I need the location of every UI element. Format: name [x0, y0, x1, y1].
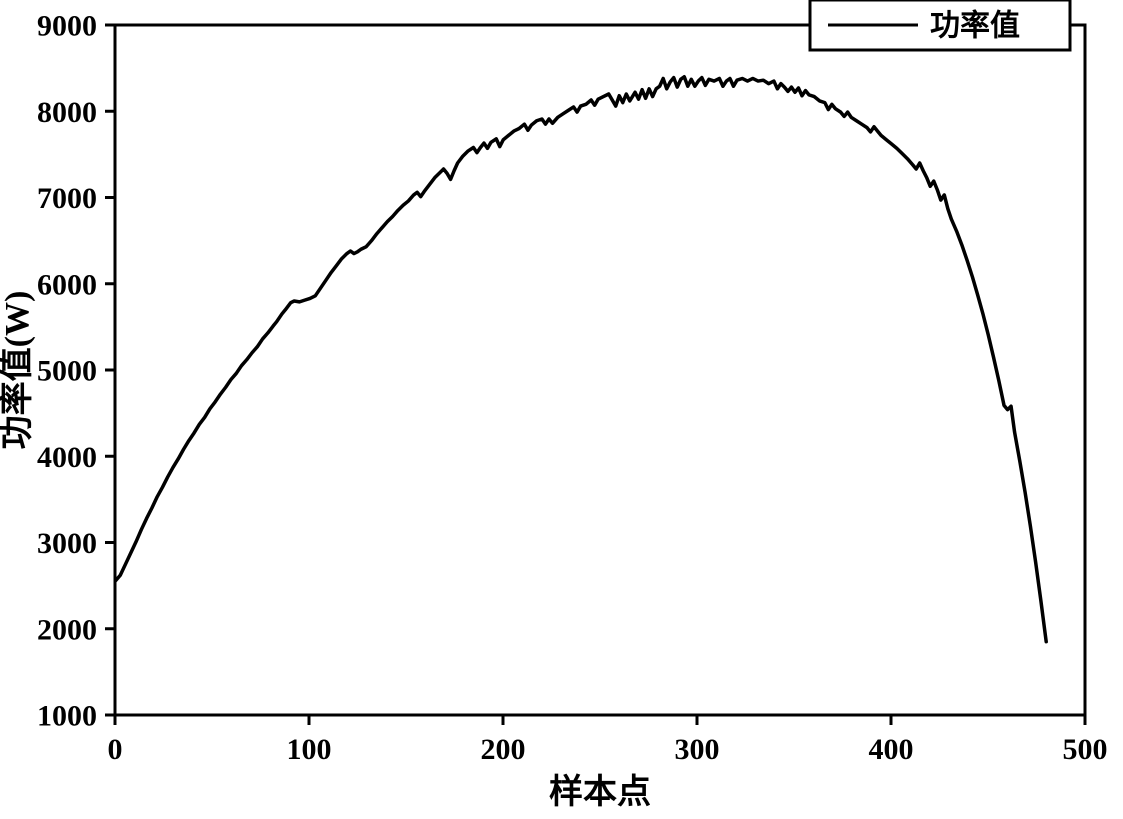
y-tick-label: 2000 — [37, 613, 97, 646]
y-tick-label: 7000 — [37, 182, 97, 215]
legend: 功率值 — [810, 0, 1070, 50]
y-tick-label: 6000 — [37, 268, 97, 301]
y-tick-label: 1000 — [37, 700, 97, 733]
x-axis-label: 样本点 — [549, 773, 651, 811]
y-tick-label: 3000 — [37, 527, 97, 560]
x-tick-label: 200 — [481, 733, 526, 766]
y-tick-label: 9000 — [37, 10, 97, 43]
x-tick-label: 0 — [108, 733, 123, 766]
y-tick-label: 8000 — [37, 96, 97, 129]
chart-svg: 0 100 200 300 400 500 1000 2000 3000 4000 5000 6000… — [0, 0, 1123, 819]
x-tick-label: 300 — [675, 733, 720, 766]
y-tick-label: 4000 — [37, 441, 97, 474]
y-axis-label: 功率值(W) — [0, 291, 36, 450]
legend-label: 功率值 — [930, 10, 1020, 43]
power-line-chart: 0 100 200 300 400 500 1000 2000 3000 4000 5000 6000… — [0, 0, 1123, 819]
x-tick-label: 100 — [287, 733, 332, 766]
x-tick-label: 400 — [869, 733, 914, 766]
y-tick-label: 5000 — [37, 355, 97, 388]
x-tick-label: 500 — [1063, 733, 1108, 766]
